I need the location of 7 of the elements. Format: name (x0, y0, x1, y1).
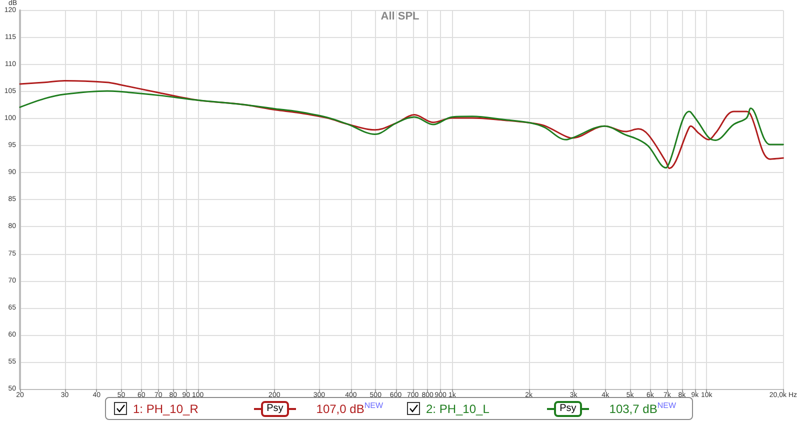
text: 107,0 dB$^{NEW}$ (316, 401, 383, 416)
text: Psy (554, 400, 582, 416)
text: 103,7 dB$^{NEW}$ (609, 401, 676, 416)
text: Psy (260, 400, 290, 416)
text: 1: PH_10_R (133, 402, 198, 416)
chart-title: All SPL (380, 10, 420, 22)
text: 2: PH_10_L (426, 402, 490, 416)
